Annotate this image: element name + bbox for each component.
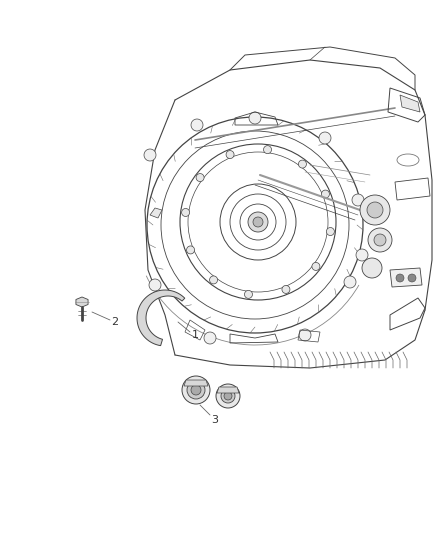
Circle shape [244,290,252,298]
Circle shape [408,274,416,282]
Circle shape [191,385,201,395]
Circle shape [248,212,268,232]
Polygon shape [150,208,162,218]
Circle shape [374,234,386,246]
Circle shape [182,376,210,404]
Circle shape [319,132,331,144]
Polygon shape [184,380,208,386]
Circle shape [368,228,392,252]
Polygon shape [390,268,422,287]
Polygon shape [217,387,239,393]
Circle shape [187,381,205,399]
Circle shape [396,274,404,282]
Circle shape [282,286,290,294]
Circle shape [299,329,311,341]
Circle shape [253,217,263,227]
Circle shape [187,246,194,254]
Circle shape [344,276,356,288]
Circle shape [352,194,364,206]
Circle shape [149,279,161,291]
Polygon shape [76,297,88,307]
Circle shape [209,276,218,284]
Text: 1: 1 [191,330,198,340]
Circle shape [221,389,235,403]
Circle shape [298,160,307,168]
Circle shape [264,146,272,154]
Circle shape [191,119,203,131]
Circle shape [144,149,156,161]
Polygon shape [400,95,420,112]
Circle shape [326,228,334,236]
Circle shape [204,332,216,344]
Circle shape [224,392,232,400]
Circle shape [356,249,368,261]
Circle shape [249,112,261,124]
Text: 3: 3 [212,415,219,425]
Circle shape [196,174,204,182]
Circle shape [321,190,329,198]
Circle shape [216,384,240,408]
Polygon shape [137,290,185,346]
Text: 2: 2 [111,317,119,327]
Circle shape [367,202,383,218]
Circle shape [182,208,190,216]
Circle shape [312,262,320,270]
Circle shape [362,258,382,278]
Circle shape [360,195,390,225]
Circle shape [226,150,234,158]
